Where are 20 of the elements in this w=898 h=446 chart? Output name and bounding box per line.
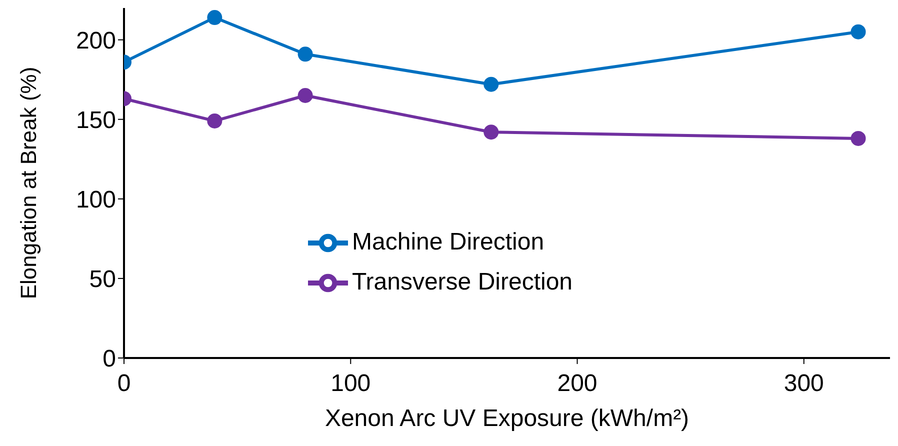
point bbox=[484, 124, 499, 140]
x-axis-title: Xenon Arc UV Exposure (kWh/m²) bbox=[324, 405, 690, 432]
legend-label: Machine Direction bbox=[352, 228, 544, 256]
point bbox=[207, 113, 222, 128]
x-tick-label: 200 bbox=[557, 370, 598, 398]
y-tick-label: 100 bbox=[76, 186, 116, 214]
x-tick-label: 300 bbox=[784, 370, 824, 398]
y-tick-label: 50 bbox=[89, 266, 116, 293]
point bbox=[207, 10, 222, 26]
y-tick-label: 0 bbox=[102, 346, 116, 373]
point bbox=[298, 46, 313, 62]
point bbox=[484, 76, 499, 92]
x-tick-label: 100 bbox=[330, 370, 371, 398]
y-axis-title: Elongation at Break (%) bbox=[16, 66, 41, 300]
legend-label: Transverse Direction bbox=[352, 268, 573, 296]
y-tick-label: 150 bbox=[76, 106, 116, 134]
point bbox=[850, 24, 866, 40]
point bbox=[298, 88, 313, 103]
point bbox=[850, 130, 866, 146]
y-tick-label: 200 bbox=[76, 27, 116, 54]
